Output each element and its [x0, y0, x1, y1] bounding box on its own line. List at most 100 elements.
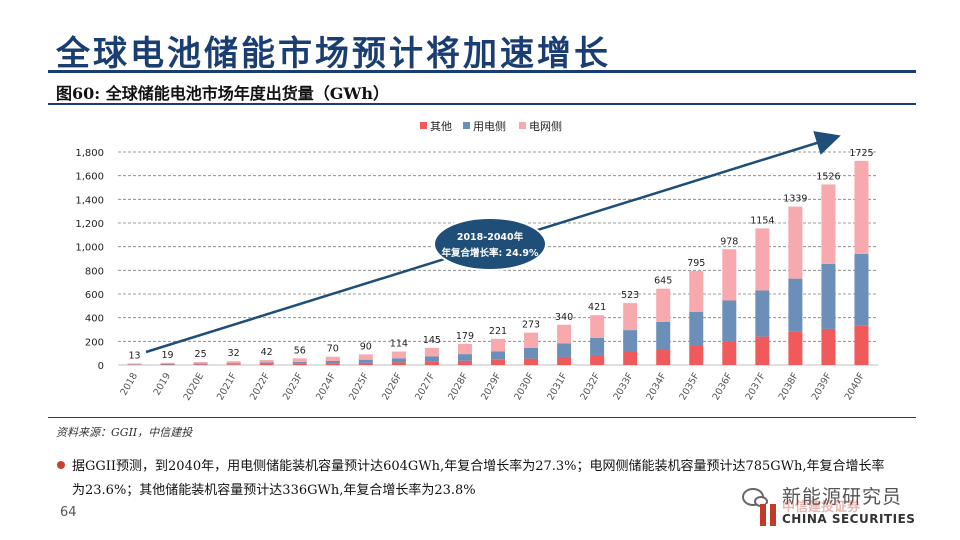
x-tick-label: 2023F: [281, 371, 305, 402]
x-tick-label: 2036F: [711, 371, 735, 402]
x-tick-label: 2031F: [545, 371, 569, 402]
bar-segment: [590, 354, 605, 365]
x-tick-label: 2026F: [380, 371, 404, 402]
x-tick-label: 2024F: [314, 371, 338, 402]
brand-watermark: 新能源研究员 中信建投证券 CHINA SECURITIES: [738, 478, 948, 534]
bar-segment: [755, 336, 770, 365]
data-label: 1725: [849, 148, 873, 159]
x-tick-label: 2032F: [578, 371, 602, 402]
data-label: 13: [128, 350, 140, 361]
data-label: 90: [360, 341, 372, 352]
bar-segment: [821, 184, 836, 264]
bar-segment: [325, 360, 340, 364]
x-tick-label: 2020E: [182, 371, 207, 403]
x-tick-label: 2037F: [744, 371, 768, 402]
data-label: 340: [555, 312, 573, 323]
bar-segment: [524, 358, 539, 365]
caption-rule: [48, 103, 916, 105]
data-label: 32: [228, 348, 240, 359]
bar-segment: [821, 263, 836, 329]
bar-segment: [557, 324, 572, 344]
x-tick-label: 2030F: [512, 371, 536, 402]
bar-segment: [325, 356, 340, 361]
bar-segment: [656, 349, 671, 365]
bar-segment: [391, 362, 406, 365]
data-label: 1339: [783, 194, 807, 205]
bar-segment: [491, 338, 505, 352]
bar-segment: [491, 351, 505, 360]
bar-segment: [722, 249, 737, 301]
bar-segment: [457, 360, 472, 365]
x-tick-label: 2035F: [678, 371, 702, 402]
bar-segment: [788, 331, 803, 365]
data-label: 645: [654, 276, 672, 287]
x-tick-label: 2021F: [215, 371, 239, 402]
bar-segment: [689, 345, 704, 365]
y-tick-label: 1,000: [75, 243, 104, 254]
x-tick-label: 2040F: [843, 371, 867, 402]
bar-segment: [722, 300, 737, 342]
data-label: 1154: [750, 215, 774, 226]
bar-segment: [226, 361, 241, 364]
bar-segment: [656, 288, 671, 322]
bar-segment: [623, 330, 638, 352]
y-tick-label: 0: [98, 361, 104, 372]
legend-swatch: [420, 122, 427, 129]
x-tick-label: 2033F: [611, 371, 635, 402]
bar-segment: [193, 363, 208, 365]
y-tick-label: 800: [85, 266, 104, 277]
bar-segment: [358, 359, 373, 363]
data-label: 523: [621, 290, 639, 301]
bar-segment: [160, 363, 175, 365]
x-tick-label: 2034F: [644, 371, 668, 402]
bar-segment: [689, 311, 704, 346]
bar-segment: [788, 278, 803, 332]
x-tick-label: 2038F: [777, 371, 801, 402]
bar-segment: [391, 358, 406, 363]
bar-segment: [854, 160, 869, 254]
x-tick-label: 2029F: [479, 371, 503, 402]
wechat-account-name: 新能源研究员: [782, 486, 903, 508]
title-rule: [48, 70, 916, 73]
bar-segment: [391, 351, 406, 359]
y-tick-label: 1,400: [75, 195, 104, 206]
y-tick-label: 400: [85, 314, 104, 325]
legend-swatch: [463, 122, 470, 129]
cagr-annotation-line2: 年复合增长率: 24.9%: [441, 247, 539, 259]
y-tick-label: 600: [85, 290, 104, 301]
bar-segment: [623, 303, 638, 331]
bar-segment: [457, 354, 472, 361]
slide-title: 全球电池储能市场预计将加速增长: [56, 34, 611, 74]
bar-segment: [590, 337, 605, 355]
data-label: 221: [489, 326, 507, 337]
bar-segment: [424, 361, 439, 365]
bar-segment: [193, 362, 208, 364]
data-label: 795: [687, 258, 705, 269]
data-label: 19: [162, 350, 174, 361]
company-name-cn: 中信建投证券: [782, 500, 861, 515]
y-tick-label: 200: [85, 337, 104, 348]
bar-segment: [127, 363, 142, 365]
cagr-annotation-line1: 2018-2040年: [457, 231, 524, 243]
bar-segment: [557, 356, 572, 365]
bar-segment: [788, 206, 803, 279]
bar-segment: [292, 358, 307, 362]
data-label: 145: [423, 335, 441, 346]
legend-label: 其他: [430, 120, 452, 133]
x-tick-label: 2028F: [446, 371, 470, 402]
bar-segment: [854, 253, 869, 326]
legend-label: 用电侧: [473, 120, 506, 133]
x-tick-label: 2039F: [810, 371, 834, 402]
company-name-en: CHINA SECURITIES: [782, 512, 916, 526]
data-label: 273: [522, 320, 540, 331]
bar-segment: [623, 351, 638, 365]
bar-segment: [226, 363, 241, 365]
page-number: 64: [60, 505, 77, 520]
bar-segment: [424, 347, 439, 357]
source-rule: [48, 417, 916, 418]
bar-segment: [689, 270, 704, 312]
bar-segment: [557, 343, 572, 357]
figure-caption: 图60: 全球储能电池市场年度出货量（GWh）: [56, 84, 390, 103]
bar-segment: [226, 364, 241, 365]
x-tick-label: 2025F: [347, 371, 371, 402]
